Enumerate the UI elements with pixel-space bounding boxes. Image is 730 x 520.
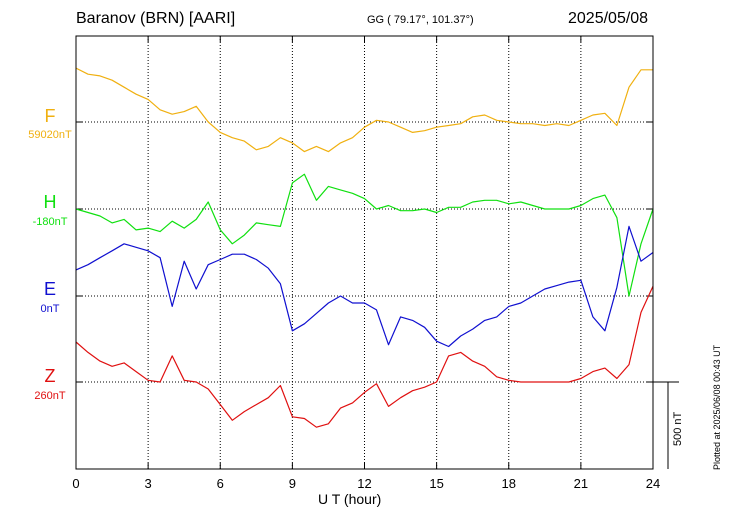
x-tick-label: 24 [646, 476, 660, 491]
component-h-name: H [43, 192, 57, 212]
x-tick-label: 18 [502, 476, 516, 491]
component-f-baseline: 59020nT [28, 129, 72, 141]
component-e-baseline: 0nT [40, 303, 60, 315]
x-tick-label: 15 [429, 476, 443, 491]
x-tick-label: 21 [574, 476, 588, 491]
x-axis-label: U T (hour) [318, 491, 382, 507]
series-line-e [75, 225, 654, 348]
component-z-name: Z [44, 366, 56, 386]
grid-lines [76, 36, 653, 469]
series-line-f [75, 67, 653, 153]
coordinates-label: GG ( 79.17°, 101.37°) [367, 14, 474, 26]
x-tick-label: 0 [72, 476, 79, 491]
component-f-name: F [44, 106, 56, 126]
series-line-h [75, 173, 654, 297]
x-tick-label: 9 [289, 476, 296, 491]
date-label: 2025/05/08 [568, 10, 649, 27]
station-title: Baranov (BRN) [AARI] [76, 10, 236, 27]
component-e-name: E [43, 279, 56, 299]
scale-bar-label: 500 nT [672, 411, 684, 446]
scale-bar [653, 381, 679, 469]
plot-footnote: Plotted at 2025/06/08 00:43 UT [712, 344, 722, 470]
component-z-baseline: 260nT [34, 390, 66, 402]
x-tick-label: 12 [357, 476, 371, 491]
x-tick-label: 6 [217, 476, 224, 491]
data-series [75, 67, 654, 428]
x-axis-ticks: 0 3 6 9 12 15 18 21 24 [72, 36, 660, 491]
component-h-baseline: -180nT [32, 216, 68, 228]
series-line-z [75, 286, 654, 428]
x-tick-label: 3 [145, 476, 152, 491]
